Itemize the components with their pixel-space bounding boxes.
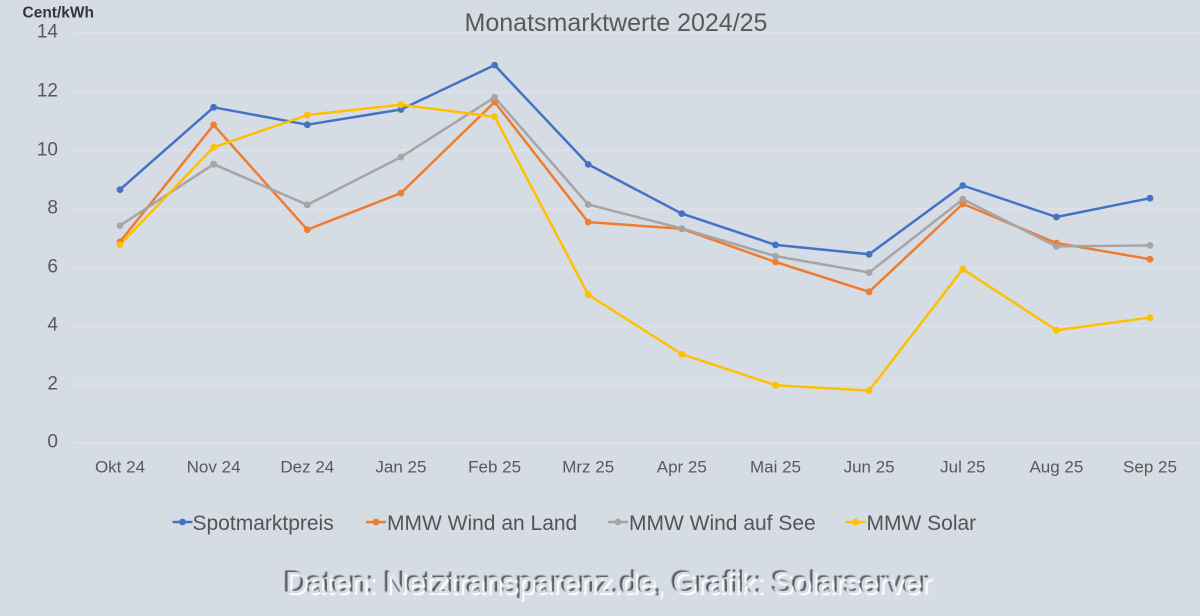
svg-text:0: 0 bbox=[47, 432, 58, 453]
svg-text:Daten: Netztransparenz.de, Gra: Daten: Netztransparenz.de, Grafik: Solar… bbox=[285, 565, 931, 600]
svg-text:Apr 25: Apr 25 bbox=[657, 458, 707, 477]
svg-text:Mrz 25: Mrz 25 bbox=[562, 458, 614, 477]
svg-text:Monatsmarktwerte 2024/25: Monatsmarktwerte 2024/25 bbox=[465, 9, 768, 37]
svg-text:14: 14 bbox=[37, 22, 59, 43]
svg-text:Okt 24: Okt 24 bbox=[95, 458, 145, 477]
svg-text:6: 6 bbox=[47, 257, 58, 278]
svg-text:MMW Wind auf See: MMW Wind auf See bbox=[629, 512, 816, 535]
svg-text:Aug 25: Aug 25 bbox=[1029, 458, 1083, 477]
svg-text:8: 8 bbox=[47, 198, 58, 219]
svg-text:Spotmarktpreis: Spotmarktpreis bbox=[193, 512, 334, 535]
svg-text:Daten: Netztransparenz.de, Gra: Daten: Netztransparenz.de, Grafik: Solar… bbox=[287, 567, 933, 602]
svg-text:Jul 25: Jul 25 bbox=[940, 458, 985, 477]
svg-text:Feb 25: Feb 25 bbox=[468, 458, 521, 477]
svg-text:Nov 24: Nov 24 bbox=[187, 458, 241, 477]
svg-text:4: 4 bbox=[47, 315, 58, 336]
svg-text:Sep 25: Sep 25 bbox=[1123, 458, 1177, 477]
svg-text:Jun 25: Jun 25 bbox=[844, 458, 895, 477]
svg-text:MMW Wind an Land: MMW Wind an Land bbox=[387, 512, 577, 535]
svg-text:Jan 25: Jan 25 bbox=[375, 458, 426, 477]
svg-text:Mai 25: Mai 25 bbox=[750, 458, 801, 477]
svg-text:Dez 24: Dez 24 bbox=[280, 458, 334, 477]
svg-text:2: 2 bbox=[47, 374, 58, 395]
svg-text:MMW Solar: MMW Solar bbox=[867, 512, 977, 535]
svg-text:10: 10 bbox=[37, 140, 58, 161]
svg-text:Daten: Netztransparenz.de, Gra: Daten: Netztransparenz.de, Grafik: Solar… bbox=[282, 564, 928, 599]
svg-text:Cent/kWh: Cent/kWh bbox=[23, 5, 94, 22]
svg-text:12: 12 bbox=[37, 81, 58, 102]
